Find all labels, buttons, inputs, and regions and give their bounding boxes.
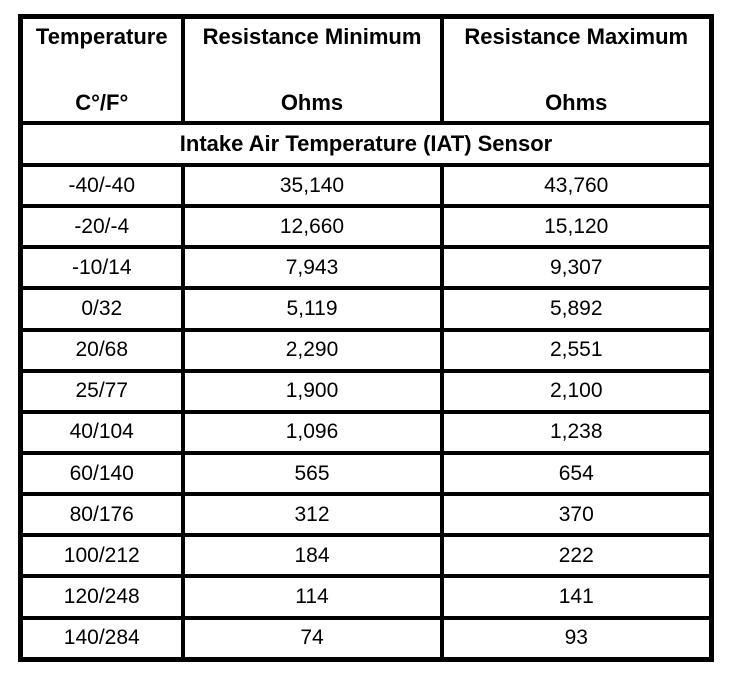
temperature-cell: -20/-4	[18, 204, 185, 250]
temperature-cell: 25/77	[18, 368, 185, 414]
resistance-min-cell: 1,096	[180, 409, 444, 455]
table-row: 20/68 2,290 2,551	[18, 327, 714, 373]
table-row: -40/-40 35,140 43,760	[18, 162, 714, 209]
resistance-min-cell: 114	[180, 574, 444, 620]
resistance-min-cell: 184	[180, 533, 444, 579]
resistance-min-header-stack: Resistance Minimum Ohms	[185, 21, 440, 119]
temperature-cell: 0/32	[18, 286, 185, 332]
resistance-max-cell: 141	[439, 574, 714, 620]
table-row: 40/104 1,096 1,238	[18, 409, 714, 455]
resistance-min-header-unit: Ohms	[280, 90, 344, 115]
resistance-min-cell: 1,900	[180, 368, 444, 414]
temperature-header-stack: Temperature C°/F°	[23, 21, 181, 119]
resistance-max-cell: 93	[439, 615, 714, 662]
resistance-max-cell: 1,238	[439, 409, 714, 455]
temperature-header-title: Temperature	[35, 24, 168, 49]
temperature-cell: -40/-40	[18, 162, 185, 209]
section-title-row: Intake Air Temperature (IAT) Sensor	[18, 121, 714, 167]
table-header: Temperature C°/F° Resistance Minimum Ohm…	[18, 14, 714, 167]
table-row: 120/248 114 141	[18, 574, 714, 620]
table-row: 25/77 1,900 2,100	[18, 368, 714, 414]
resistance-min-cell: 74	[180, 615, 444, 662]
resistance-max-cell: 2,551	[439, 327, 714, 373]
resistance-min-cell: 5,119	[180, 286, 444, 332]
temperature-cell: 140/284	[18, 615, 185, 662]
resistance-max-header-stack: Resistance Maximum Ohms	[444, 21, 710, 119]
temperature-cell: -10/14	[18, 245, 185, 291]
resistance-max-cell: 370	[439, 492, 714, 538]
resistance-max-cell: 654	[439, 450, 714, 497]
temperature-header-unit: C°/F°	[75, 90, 129, 115]
section-title: Intake Air Temperature (IAT) Sensor	[18, 121, 714, 167]
temperature-cell: 60/140	[18, 450, 185, 497]
iat-resistance-table: Temperature C°/F° Resistance Minimum Ohm…	[18, 14, 714, 662]
temperature-cell: 80/176	[18, 492, 185, 538]
resistance-max-cell: 2,100	[439, 368, 714, 414]
table-row: 80/176 312 370	[18, 492, 714, 538]
resistance-min-cell: 565	[180, 450, 444, 497]
table-row: -20/-4 12,660 15,120	[18, 204, 714, 250]
temperature-cell: 40/104	[18, 409, 185, 455]
resistance-min-cell: 7,943	[180, 245, 444, 291]
resistance-min-cell: 12,660	[180, 204, 444, 250]
temperature-cell: 120/248	[18, 574, 185, 620]
resistance-max-cell: 5,892	[439, 286, 714, 332]
resistance-min-cell: 35,140	[180, 162, 444, 209]
resistance-min-header-title: Resistance Minimum	[202, 24, 422, 49]
resistance-max-cell: 15,120	[439, 204, 714, 250]
temperature-cell: 100/212	[18, 533, 185, 579]
resistance-max-cell: 9,307	[439, 245, 714, 291]
table-row: 0/32 5,119 5,892	[18, 286, 714, 332]
resistance-max-header-title: Resistance Maximum	[464, 24, 689, 49]
resistance-min-cell: 312	[180, 492, 444, 538]
temperature-column-header: Temperature C°/F°	[18, 14, 185, 125]
resistance-min-cell: 2,290	[180, 327, 444, 373]
table-row: 140/284 74 93	[18, 615, 714, 662]
table-row: -10/14 7,943 9,307	[18, 245, 714, 291]
header-row: Temperature C°/F° Resistance Minimum Ohm…	[18, 14, 714, 125]
table-row: 100/212 184 222	[18, 533, 714, 579]
resistance-max-column-header: Resistance Maximum Ohms	[439, 14, 714, 125]
temperature-cell: 20/68	[18, 327, 185, 373]
resistance-max-header-unit: Ohms	[545, 90, 608, 115]
table-row: 60/140 565 654	[18, 450, 714, 497]
table-body: -40/-40 35,140 43,760 -20/-4 12,660 15,120 -10…	[18, 162, 714, 662]
resistance-max-cell: 222	[439, 533, 714, 579]
resistance-max-cell: 43,760	[439, 162, 714, 209]
resistance-min-column-header: Resistance Minimum Ohms	[180, 14, 444, 125]
